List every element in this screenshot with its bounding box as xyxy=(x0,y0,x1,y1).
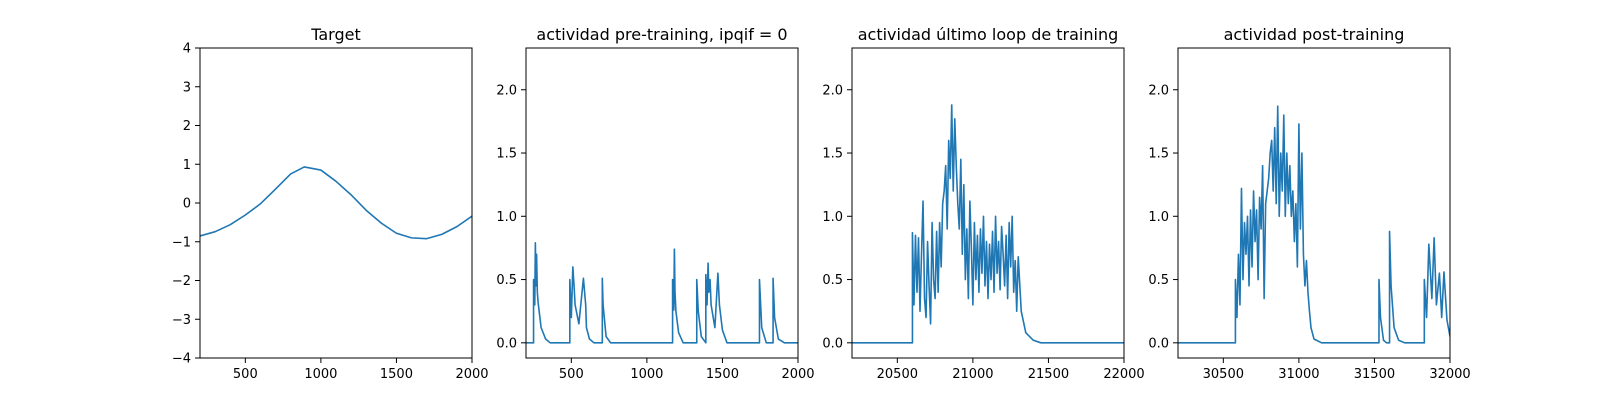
y-tick-label: 0.0 xyxy=(1148,336,1169,351)
y-tick-label: 1.0 xyxy=(822,210,843,225)
x-tick-label: 32000 xyxy=(1429,367,1470,382)
x-tick-label: 500 xyxy=(233,367,258,382)
x-tick-label: 21000 xyxy=(952,367,993,382)
x-tick-label: 21500 xyxy=(1028,367,1069,382)
subplot-title: Target xyxy=(310,25,361,44)
y-tick-label: 4 xyxy=(183,42,191,57)
series-line xyxy=(526,242,798,344)
x-tick-label: 2000 xyxy=(781,367,814,382)
y-tick-label: 0 xyxy=(183,197,191,212)
subplot-post-training: actividad post-training 30500 31000 31500 3… xyxy=(1148,25,1470,382)
y-tick-label: 2.0 xyxy=(822,83,843,98)
x-tick-label: 2000 xyxy=(455,367,488,382)
x-tick-label: 31500 xyxy=(1354,367,1395,382)
y-tick-label: 0.0 xyxy=(822,336,843,351)
subplot-last-training-loop: actividad último loop de training 20500 2… xyxy=(822,25,1144,382)
y-tick-label: 0.5 xyxy=(1148,273,1169,288)
x-tick-label: 1500 xyxy=(706,367,739,382)
subplot-title: actividad pre-training, ipqif = 0 xyxy=(536,25,787,44)
x-tick-label: 31000 xyxy=(1278,367,1319,382)
x-tick-label: 20500 xyxy=(877,367,918,382)
y-tick-label: 1.5 xyxy=(822,147,843,162)
subplot-title: actividad post-training xyxy=(1224,25,1405,44)
y-tick-label: 1.5 xyxy=(496,147,517,162)
subplot-pre-training: actividad pre-training, ipqif = 0 500 100… xyxy=(496,25,814,382)
plot-frame xyxy=(851,47,1125,359)
y-tick-label: 1.0 xyxy=(496,210,517,225)
y-tick-label: 0.5 xyxy=(822,273,843,288)
y-tick-label: 2 xyxy=(183,119,191,134)
plot-frame xyxy=(525,47,799,359)
series-line xyxy=(1178,105,1450,344)
y-tick-label: −2 xyxy=(172,274,191,289)
y-tick-label: −3 xyxy=(172,313,191,328)
plot-frame xyxy=(1177,47,1451,359)
y-tick-label: −4 xyxy=(172,352,191,367)
subplot-title: actividad último loop de training xyxy=(858,25,1119,44)
y-tick-label: 0.5 xyxy=(496,273,517,288)
x-tick-label: 30500 xyxy=(1203,367,1244,382)
x-tick-label: 1000 xyxy=(630,367,663,382)
y-tick-label: 2.0 xyxy=(496,83,517,98)
series-line xyxy=(200,166,472,240)
x-tick-label: 1500 xyxy=(380,367,413,382)
x-tick-label: 1000 xyxy=(304,367,337,382)
x-tick-label: 22000 xyxy=(1103,367,1144,382)
y-tick-label: 0.0 xyxy=(496,336,517,351)
x-tick-label: 500 xyxy=(559,367,584,382)
y-tick-label: 3 xyxy=(183,80,191,95)
y-tick-label: 1.5 xyxy=(1148,147,1169,162)
y-tick-label: 1.0 xyxy=(1148,210,1169,225)
series-line xyxy=(852,104,1124,344)
y-tick-label: 2.0 xyxy=(1148,83,1169,98)
y-tick-label: 1 xyxy=(183,158,191,173)
y-tick-label: −1 xyxy=(172,235,191,250)
subplot-target: Target 500 1000 1500 2000 −4 −3 −2 −1 0 1 2 3 4 xyxy=(172,25,489,382)
